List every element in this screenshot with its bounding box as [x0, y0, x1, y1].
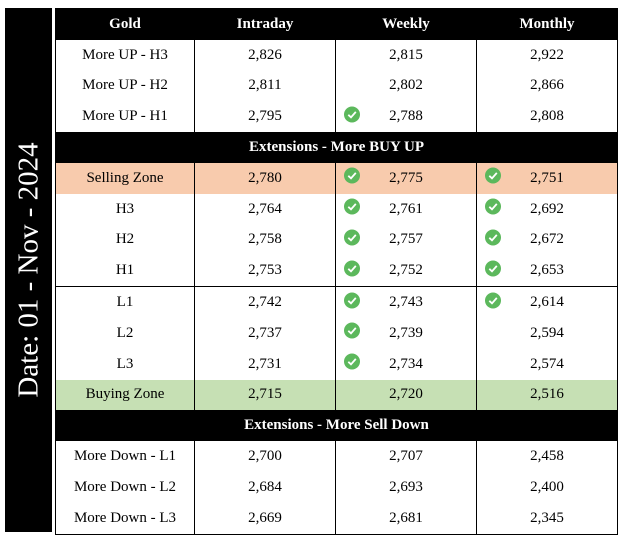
- level-value: 2,795: [194, 101, 336, 133]
- level-value: 2,866: [476, 70, 618, 102]
- level-label: H3: [55, 193, 195, 225]
- level-row: H2 2,758 2,757 2,672: [55, 224, 618, 256]
- level-value: 2,753: [194, 255, 336, 287]
- level-value: 2,808: [476, 101, 618, 133]
- level-value: 2,684: [194, 471, 336, 503]
- level-row: Buying Zone 2,715 2,720 2,516: [55, 379, 618, 411]
- level-value: 2,715: [194, 379, 336, 411]
- levels-table: Gold Intraday Weekly Monthly More UP - H3 2,…: [55, 8, 618, 535]
- check-icon: [344, 229, 360, 250]
- level-value: 2,731: [194, 348, 336, 380]
- date-bar: Date: 01 - Nov - 2024: [5, 8, 52, 532]
- level-label: L1: [55, 286, 195, 318]
- level-row: More UP - H1 2,795 2,788 2,808: [55, 101, 618, 133]
- column-header: Monthly: [476, 8, 618, 40]
- level-label: Buying Zone: [55, 379, 195, 411]
- level-label: L2: [55, 317, 195, 349]
- level-value: 2,734: [335, 348, 477, 380]
- level-value: 2,780: [194, 162, 336, 194]
- level-row: More Down - L3 2,669 2,681 2,345: [55, 502, 618, 535]
- level-row: L1 2,742 2,743 2,614: [55, 286, 618, 318]
- check-icon: [344, 353, 360, 375]
- check-icon: [485, 292, 501, 313]
- level-row: H1 2,753 2,752 2,653: [55, 255, 618, 287]
- level-row: H3 2,764 2,761 2,692: [55, 193, 618, 225]
- check-icon: [485, 260, 501, 281]
- level-value: 2,458: [476, 441, 618, 472]
- level-value: 2,743: [335, 286, 477, 318]
- check-icon: [344, 106, 360, 127]
- level-value: 2,516: [476, 379, 618, 411]
- column-header: Intraday: [194, 8, 336, 40]
- level-value: 2,692: [476, 193, 618, 225]
- level-value: 2,707: [335, 441, 477, 472]
- level-value: 2,788: [335, 101, 477, 133]
- level-row: L3 2,731 2,734 2,574: [55, 348, 618, 380]
- level-value: 2,574: [476, 348, 618, 380]
- section-title: Extensions - More Sell Down: [55, 410, 618, 442]
- check-icon: [344, 260, 360, 281]
- level-row: More UP - H3 2,826 2,815 2,922: [55, 39, 618, 71]
- level-value: 2,757: [335, 224, 477, 256]
- level-row: More UP - H2 2,811 2,802 2,866: [55, 70, 618, 102]
- level-label: More Down - L3: [55, 502, 195, 535]
- level-value: 2,802: [335, 70, 477, 102]
- check-icon: [485, 198, 501, 220]
- level-value: 2,594: [476, 317, 618, 349]
- check-icon: [485, 167, 501, 189]
- level-value: 2,400: [476, 471, 618, 503]
- level-label: More UP - H2: [55, 70, 195, 102]
- check-icon: [344, 167, 360, 189]
- level-row: More Down - L2 2,684 2,693 2,400: [55, 471, 618, 503]
- level-value: 2,775: [335, 162, 477, 194]
- level-label: More UP - H3: [55, 39, 195, 71]
- level-value: 2,826: [194, 39, 336, 71]
- level-value: 2,752: [335, 255, 477, 287]
- level-label: L3: [55, 348, 195, 380]
- level-value: 2,737: [194, 317, 336, 349]
- level-row: L2 2,737 2,739 2,594: [55, 317, 618, 349]
- level-value: 2,693: [335, 471, 477, 503]
- level-value: 2,669: [194, 502, 336, 535]
- level-value: 2,751: [476, 162, 618, 194]
- level-value: 2,764: [194, 193, 336, 225]
- level-value: 2,681: [335, 502, 477, 535]
- header-row: Gold Intraday Weekly Monthly: [55, 8, 618, 40]
- section-band: Extensions - More Sell Down: [55, 410, 618, 442]
- level-label: H2: [55, 224, 195, 256]
- check-icon: [485, 229, 501, 250]
- level-label: More Down - L1: [55, 441, 195, 472]
- level-label: More Down - L2: [55, 471, 195, 503]
- check-icon: [344, 322, 360, 344]
- level-row: More Down - L1 2,700 2,707 2,458: [55, 441, 618, 472]
- level-value: 2,761: [335, 193, 477, 225]
- date-label: Date: 01 - Nov - 2024: [12, 142, 44, 398]
- level-label: H1: [55, 255, 195, 287]
- level-value: 2,720: [335, 379, 477, 411]
- check-icon: [344, 198, 360, 220]
- level-value: 2,672: [476, 224, 618, 256]
- column-header: Gold: [55, 8, 195, 40]
- level-value: 2,653: [476, 255, 618, 287]
- check-icon: [344, 292, 360, 313]
- level-label: More UP - H1: [55, 101, 195, 133]
- column-header: Weekly: [335, 8, 477, 40]
- section-title: Extensions - More BUY UP: [55, 132, 618, 163]
- level-label: Selling Zone: [55, 162, 195, 194]
- section-band: Extensions - More BUY UP: [55, 132, 618, 163]
- level-value: 2,700: [194, 441, 336, 472]
- level-value: 2,739: [335, 317, 477, 349]
- level-row: Selling Zone 2,780 2,775 2,751: [55, 162, 618, 194]
- level-value: 2,345: [476, 502, 618, 535]
- level-value: 2,922: [476, 39, 618, 71]
- level-value: 2,811: [194, 70, 336, 102]
- level-value: 2,815: [335, 39, 477, 71]
- level-value: 2,758: [194, 224, 336, 256]
- level-value: 2,614: [476, 286, 618, 318]
- level-value: 2,742: [194, 286, 336, 318]
